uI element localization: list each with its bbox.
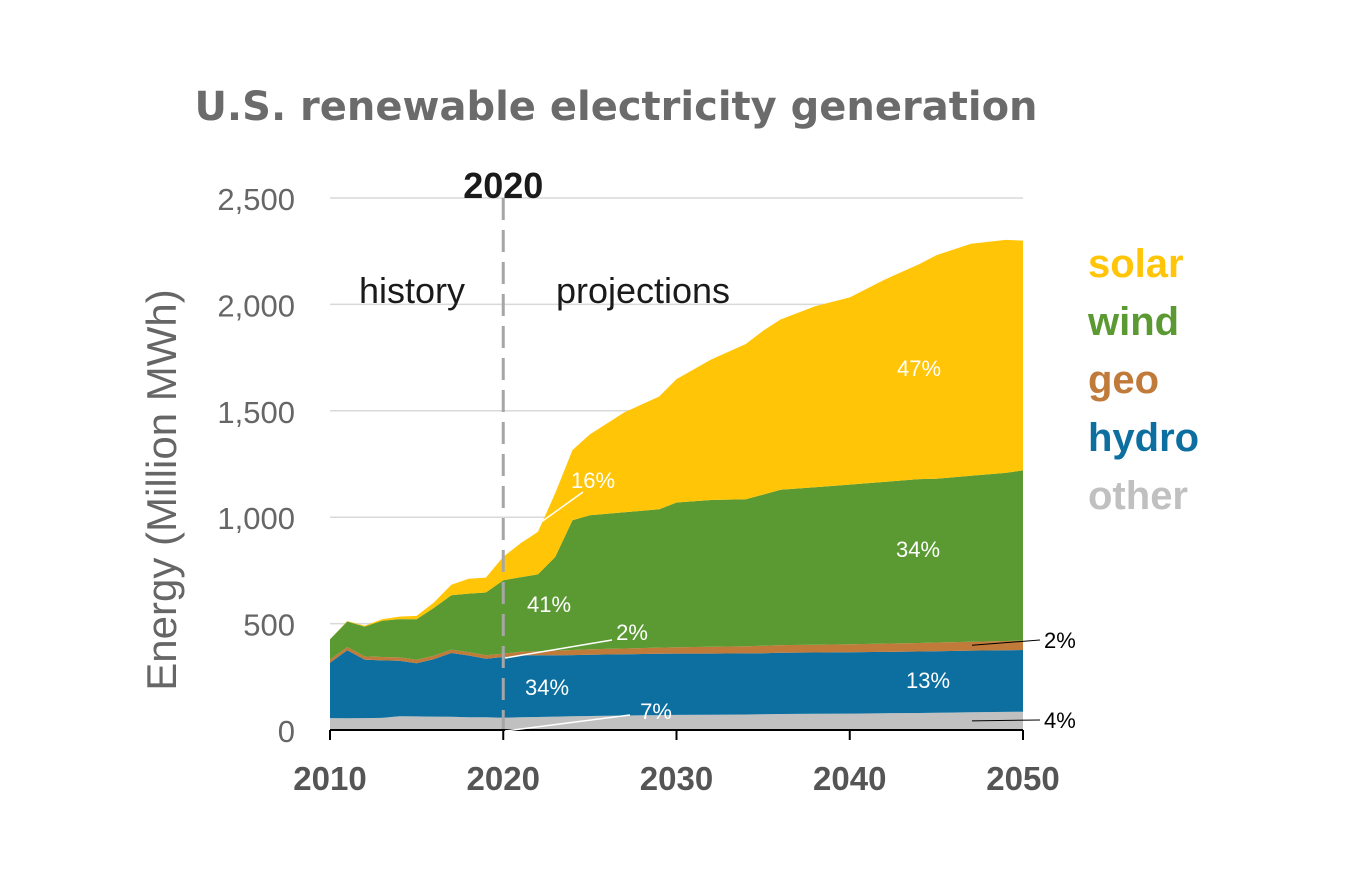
x-tick-label-2050: 2050 bbox=[986, 760, 1059, 797]
leader-2020-geo bbox=[504, 639, 613, 659]
share-2050-solar: 47% bbox=[897, 356, 941, 381]
share-2020-wind: 41% bbox=[527, 592, 571, 617]
leader-2050-other bbox=[971, 719, 1041, 722]
chart-title: U.S. renewable electricity generation bbox=[194, 84, 1037, 130]
area-solar bbox=[330, 239, 1023, 640]
y-tick-label-500: 500 bbox=[243, 608, 295, 643]
x-tick-label-2030: 2030 bbox=[640, 760, 713, 797]
axes: 0 500 1,000 1,500 2,000 2,500 2010 2020 2030 2040… bbox=[217, 182, 1059, 797]
share-2020-solar: 16% bbox=[571, 468, 615, 493]
y-tick-label-1000: 1,000 bbox=[217, 501, 295, 536]
y-axis-label: Energy (Million MWh) bbox=[138, 289, 185, 690]
marker-label: 2020 bbox=[463, 165, 543, 206]
share-2020-hydro: 34% bbox=[525, 675, 569, 700]
legend-solar: solar bbox=[1088, 242, 1184, 286]
y-tick-label-2500: 2,500 bbox=[217, 182, 295, 217]
share-2050-hydro: 13% bbox=[906, 668, 950, 693]
leader-2020-solar bbox=[504, 491, 584, 549]
year-marker: 2020 bbox=[463, 165, 543, 730]
y-tick-label-1500: 1,500 bbox=[217, 395, 295, 430]
history-label: history bbox=[359, 270, 465, 311]
x-tick-label-2020: 2020 bbox=[467, 760, 540, 797]
share-2020-geo: 2% bbox=[616, 620, 648, 645]
share-2020-other: 7% bbox=[640, 699, 672, 724]
stacked-areas bbox=[330, 239, 1023, 730]
leader-2020-other bbox=[504, 714, 631, 732]
area-geo bbox=[330, 640, 1023, 664]
leader-2050-geo bbox=[971, 639, 1041, 646]
share-labels: 47% 34% 2% 13% 4% 16% 41% 2% 34% 7% bbox=[504, 356, 1076, 733]
share-2050-other: 4% bbox=[1044, 708, 1076, 733]
legend-other: other bbox=[1088, 474, 1188, 518]
legend: solar wind geo hydro other bbox=[1087, 242, 1199, 518]
area-wind bbox=[330, 470, 1023, 660]
projections-label: projections bbox=[556, 270, 730, 311]
y-tick-label-0: 0 bbox=[278, 714, 295, 749]
legend-wind: wind bbox=[1087, 300, 1179, 344]
y-tick-label-2000: 2,000 bbox=[217, 288, 295, 323]
x-tick-label-2040: 2040 bbox=[813, 760, 886, 797]
legend-hydro: hydro bbox=[1088, 416, 1199, 460]
x-tick-label-2010: 2010 bbox=[293, 760, 366, 797]
legend-geo: geo bbox=[1088, 358, 1159, 402]
share-2050-wind: 34% bbox=[896, 537, 940, 562]
share-2050-geo: 2% bbox=[1044, 628, 1076, 653]
